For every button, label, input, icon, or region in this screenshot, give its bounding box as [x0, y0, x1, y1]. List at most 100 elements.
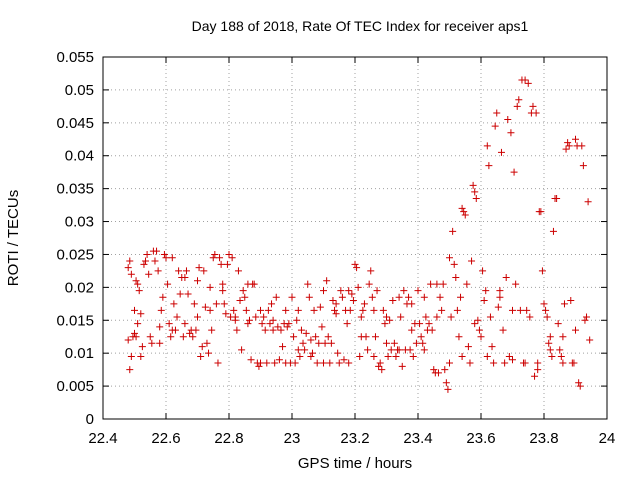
- data-point: [444, 385, 452, 393]
- data-point: [186, 329, 194, 337]
- data-point: [252, 313, 260, 321]
- x-tick-label: 23.6: [466, 430, 495, 447]
- data-point: [266, 320, 274, 328]
- data-point: [447, 313, 455, 321]
- data-point: [475, 326, 483, 334]
- data-point: [307, 336, 315, 344]
- data-point: [464, 343, 472, 351]
- data-point: [357, 313, 365, 321]
- data-point: [471, 320, 479, 328]
- data-point: [290, 333, 298, 341]
- data-point: [543, 313, 551, 321]
- y-tick-label: 0.015: [56, 312, 94, 329]
- y-tick-label: 0.05: [65, 82, 94, 99]
- data-point: [458, 204, 466, 212]
- data-point: [291, 359, 299, 367]
- data-point: [439, 280, 447, 288]
- data-point: [320, 287, 327, 295]
- data-point: [294, 346, 302, 354]
- data-point: [279, 343, 287, 351]
- data-point: [324, 333, 332, 341]
- data-point: [575, 379, 583, 387]
- data-point: [395, 293, 403, 301]
- data-point: [294, 306, 302, 314]
- data-point: [321, 339, 329, 347]
- data-point: [304, 280, 312, 288]
- data-point: [308, 349, 316, 357]
- data-point: [408, 300, 416, 308]
- data-point: [559, 333, 567, 341]
- data-point: [217, 260, 225, 268]
- data-point: [201, 303, 209, 311]
- data-point: [209, 254, 217, 262]
- data-point: [261, 326, 269, 334]
- data-point: [560, 300, 568, 308]
- data-point: [269, 316, 277, 324]
- y-tick-label: 0.04: [65, 148, 94, 165]
- data-point: [203, 339, 211, 347]
- data-point: [452, 273, 460, 281]
- data-point: [471, 188, 479, 196]
- y-tick-label: 0.045: [56, 115, 94, 132]
- data-point: [244, 320, 252, 328]
- data-point: [485, 162, 493, 170]
- data-point: [205, 349, 213, 357]
- data-point: [567, 297, 575, 305]
- data-point: [365, 280, 373, 288]
- data-point: [320, 359, 327, 367]
- x-tick-label: 23: [284, 430, 301, 447]
- data-point: [331, 306, 339, 314]
- data-point: [494, 303, 502, 311]
- data-point: [546, 346, 554, 354]
- data-point: [264, 306, 272, 314]
- data-point: [378, 366, 386, 374]
- data-point: [538, 267, 546, 275]
- data-point: [197, 352, 205, 360]
- data-point: [354, 283, 362, 291]
- data-point: [135, 287, 143, 295]
- data-point: [148, 339, 156, 347]
- data-point: [285, 320, 293, 328]
- data-point: [263, 359, 271, 367]
- data-point: [433, 280, 441, 288]
- data-point: [474, 316, 482, 324]
- data-point: [483, 142, 491, 150]
- data-point: [412, 339, 420, 347]
- data-point: [414, 287, 422, 295]
- data-point: [160, 250, 168, 258]
- data-point: [162, 254, 170, 262]
- data-point: [326, 359, 334, 367]
- data-point: [504, 116, 512, 124]
- y-tick-label: 0: [86, 411, 94, 428]
- data-point: [502, 273, 510, 281]
- data-point: [293, 316, 301, 324]
- data-point: [327, 339, 335, 347]
- data-point: [586, 336, 594, 344]
- data-point: [307, 352, 315, 360]
- data-point: [446, 254, 453, 262]
- data-point: [367, 267, 375, 275]
- data-point: [430, 366, 438, 374]
- data-point: [559, 359, 567, 367]
- data-point: [565, 142, 573, 150]
- data-point: [386, 316, 394, 324]
- data-point: [483, 352, 491, 360]
- data-point: [576, 382, 584, 390]
- data-point: [438, 306, 446, 314]
- data-point: [562, 145, 570, 153]
- data-point: [220, 300, 228, 308]
- data-point: [583, 313, 591, 321]
- x-axis-label: GPS time / hours: [298, 455, 412, 472]
- data-point: [417, 333, 425, 341]
- data-point: [384, 352, 392, 360]
- data-point: [175, 267, 183, 275]
- data-point: [493, 109, 501, 117]
- data-point: [442, 379, 450, 387]
- data-point: [486, 313, 494, 321]
- data-point: [509, 306, 516, 314]
- data-point: [151, 257, 159, 265]
- data-point: [482, 287, 490, 295]
- x-tick-label: 23.8: [529, 430, 558, 447]
- data-point: [359, 306, 367, 314]
- data-point: [496, 287, 504, 295]
